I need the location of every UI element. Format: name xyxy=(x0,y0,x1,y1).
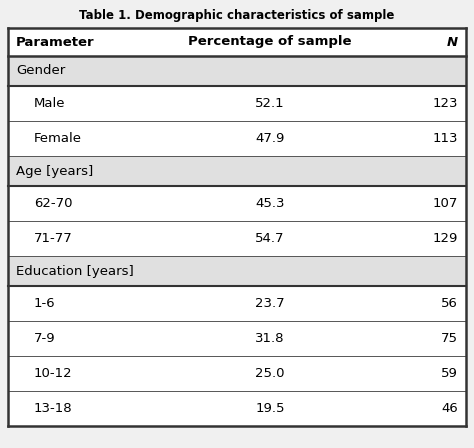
Text: 59: 59 xyxy=(441,367,458,380)
Text: 123: 123 xyxy=(432,97,458,110)
Bar xyxy=(8,356,466,391)
Bar xyxy=(8,391,466,426)
Bar xyxy=(8,256,466,286)
Text: 23.7: 23.7 xyxy=(255,297,285,310)
Text: 113: 113 xyxy=(432,132,458,145)
Text: 129: 129 xyxy=(433,232,458,245)
Text: 19.5: 19.5 xyxy=(255,402,285,415)
Text: 75: 75 xyxy=(441,332,458,345)
Text: 46: 46 xyxy=(441,402,458,415)
Text: 13-18: 13-18 xyxy=(34,402,73,415)
Text: 25.0: 25.0 xyxy=(255,367,285,380)
Text: 56: 56 xyxy=(441,297,458,310)
Text: 31.8: 31.8 xyxy=(255,332,285,345)
Bar xyxy=(8,286,466,321)
Text: 45.3: 45.3 xyxy=(255,197,285,210)
Bar xyxy=(8,156,466,186)
Bar xyxy=(8,56,466,86)
Text: Gender: Gender xyxy=(16,65,65,78)
Text: 54.7: 54.7 xyxy=(255,232,285,245)
Bar xyxy=(8,86,466,121)
Text: Male: Male xyxy=(34,97,65,110)
Text: 52.1: 52.1 xyxy=(255,97,285,110)
Text: 7-9: 7-9 xyxy=(34,332,55,345)
Bar xyxy=(8,28,466,56)
Text: N: N xyxy=(447,35,458,48)
Text: Percentage of sample: Percentage of sample xyxy=(188,35,352,48)
Bar xyxy=(8,321,466,356)
Text: 71-77: 71-77 xyxy=(34,232,73,245)
Text: Female: Female xyxy=(34,132,82,145)
Text: 1-6: 1-6 xyxy=(34,297,55,310)
Text: 107: 107 xyxy=(433,197,458,210)
Bar xyxy=(8,121,466,156)
Bar xyxy=(8,186,466,221)
Text: 10-12: 10-12 xyxy=(34,367,73,380)
Text: Education [years]: Education [years] xyxy=(16,264,134,277)
Text: Age [years]: Age [years] xyxy=(16,164,93,177)
Text: Table 1. Demographic characteristics of sample: Table 1. Demographic characteristics of … xyxy=(79,9,395,22)
Bar xyxy=(8,221,466,256)
Text: 62-70: 62-70 xyxy=(34,197,73,210)
Text: Parameter: Parameter xyxy=(16,35,95,48)
Text: 47.9: 47.9 xyxy=(255,132,285,145)
